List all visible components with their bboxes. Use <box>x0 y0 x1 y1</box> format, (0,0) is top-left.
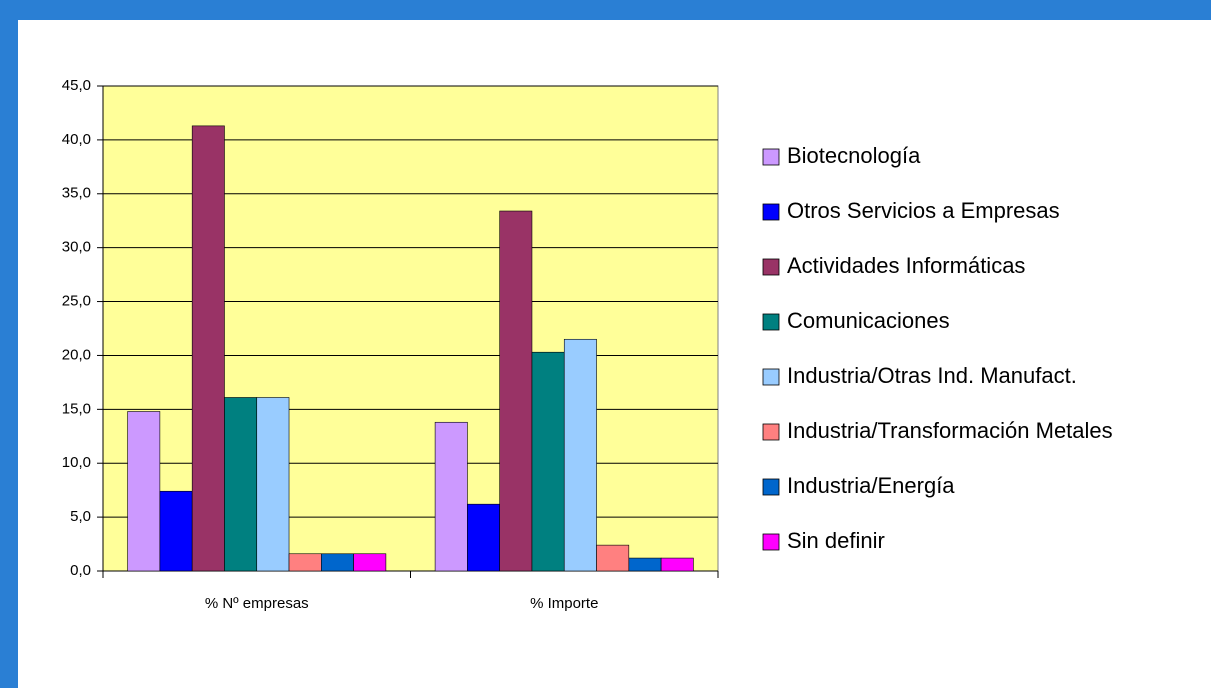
x-tick-label: % Nº empresas <box>205 595 309 612</box>
x-tick-label: % Importe <box>530 595 598 612</box>
bar <box>531 351 565 572</box>
legend-swatch <box>762 203 780 221</box>
legend-label: Biotecnología <box>787 143 921 168</box>
legend-label: Otros Servicios a Empresas <box>787 198 1060 223</box>
bar <box>256 397 290 572</box>
legend-swatch <box>762 148 780 166</box>
bar <box>159 490 193 572</box>
y-tick-label: 5,0 <box>70 508 91 525</box>
y-tick-label: 35,0 <box>62 185 91 202</box>
y-tick-label: 15,0 <box>62 400 91 417</box>
bar <box>288 553 322 572</box>
bar <box>191 125 225 572</box>
frame-top <box>0 0 1211 20</box>
y-tick-label: 45,0 <box>62 77 91 94</box>
bar <box>596 544 630 572</box>
legend-label: Industria/Energía <box>787 473 955 498</box>
y-tick-label: 0,0 <box>70 562 91 579</box>
legend-swatch <box>762 258 780 276</box>
bar <box>563 338 597 572</box>
legend-label: Industria/Transformación Metales <box>787 418 1113 443</box>
y-tick-label: 25,0 <box>62 293 91 310</box>
y-tick-label: 40,0 <box>62 131 91 148</box>
legend-label: Industria/Otras Ind. Manufact. <box>787 363 1077 388</box>
legend-swatch <box>762 478 780 496</box>
legend-swatch <box>762 368 780 386</box>
legend-swatch <box>762 533 780 551</box>
bar <box>467 503 500 572</box>
legend-label: Comunicaciones <box>787 308 950 333</box>
bar <box>660 557 694 572</box>
bar <box>628 557 662 572</box>
legend-label: Actividades Informáticas <box>787 253 1025 278</box>
y-tick-label: 10,0 <box>62 454 91 471</box>
y-tick-label: 30,0 <box>62 239 91 256</box>
bar <box>353 553 387 572</box>
frame-left <box>0 0 18 688</box>
bar <box>127 411 161 572</box>
legend-swatch <box>762 313 780 331</box>
legend-label: Sin definir <box>787 528 885 553</box>
bar <box>224 397 258 572</box>
bar <box>499 210 533 572</box>
bar <box>434 421 468 572</box>
y-tick-label: 20,0 <box>62 346 91 363</box>
bar <box>321 553 354 572</box>
legend-swatch <box>762 423 780 441</box>
